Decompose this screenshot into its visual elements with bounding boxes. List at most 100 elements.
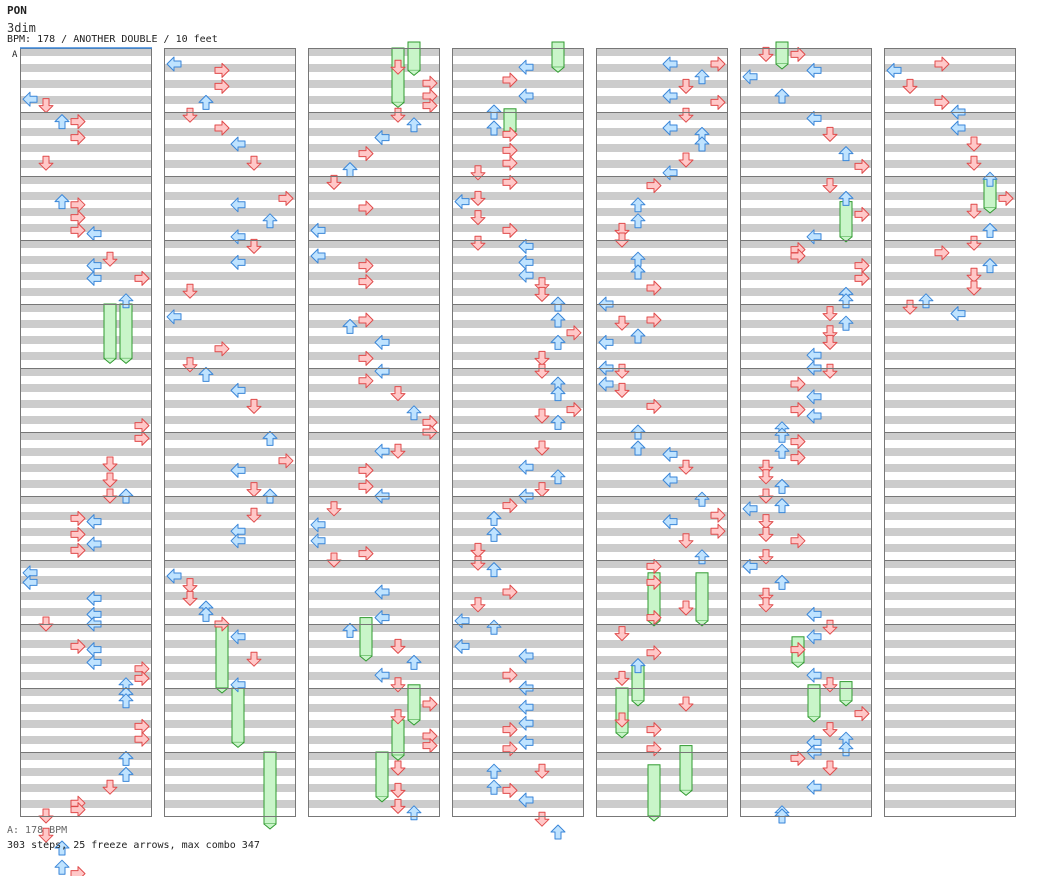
arrow-up-icon <box>118 293 134 309</box>
beat-stripe <box>884 208 1016 216</box>
arrow-right-icon <box>934 56 950 72</box>
arrow-down-icon <box>326 174 342 190</box>
beat-stripe <box>308 256 440 264</box>
arrow-right-icon <box>214 341 230 357</box>
beat-stripe <box>164 272 296 280</box>
beat-stripe <box>740 240 872 248</box>
beat-stripe <box>596 432 728 440</box>
beat-stripe <box>308 128 440 136</box>
beat-stripe <box>884 272 1016 280</box>
beat-stripe <box>596 336 728 344</box>
beat-stripe <box>20 416 152 424</box>
beat-stripe <box>596 464 728 472</box>
arrow-right-icon <box>646 398 662 414</box>
arrow-down-icon <box>38 827 54 843</box>
arrow-right-icon <box>790 434 806 450</box>
arrow-down-icon <box>966 235 982 251</box>
stats-footer: 303 steps, 25 freeze arrows, max combo 3… <box>7 840 260 851</box>
beat-stripe <box>884 736 1016 744</box>
freeze-tail <box>695 620 709 627</box>
beat-stripe <box>20 592 152 600</box>
arrow-right-icon <box>854 158 870 174</box>
beat-stripe <box>452 384 584 392</box>
measure-box <box>20 752 152 817</box>
beat-stripe <box>164 368 296 376</box>
arrow-down-icon <box>246 507 262 523</box>
freeze-arrow <box>391 719 405 756</box>
beat-stripe <box>740 96 872 104</box>
freeze-arrow <box>407 684 421 721</box>
beat-stripe <box>20 128 152 136</box>
beat-stripe <box>452 624 584 632</box>
arrow-up-icon <box>630 328 646 344</box>
measure-box <box>452 752 584 817</box>
beat-stripe <box>308 464 440 472</box>
beat-stripe <box>884 400 1016 408</box>
beat-stripe <box>884 496 1016 504</box>
beat-stripe <box>164 752 296 760</box>
beat-stripe <box>164 192 296 200</box>
beat-stripe <box>452 800 584 808</box>
beat-stripe <box>308 272 440 280</box>
arrow-left-icon <box>742 69 758 85</box>
beat-stripe <box>740 640 872 648</box>
freeze-tail <box>391 102 405 109</box>
beat-stripe <box>452 64 584 72</box>
beat-stripe <box>20 480 152 488</box>
freeze-tail <box>119 358 133 365</box>
arrow-left-icon <box>662 472 678 488</box>
arrow-down-icon <box>822 363 838 379</box>
arrow-down-icon <box>470 190 486 206</box>
beat-stripe <box>740 576 872 584</box>
beat-stripe <box>596 624 728 632</box>
arrow-left-icon <box>886 62 902 78</box>
beat-stripe <box>452 128 584 136</box>
beat-stripe <box>596 416 728 424</box>
beat-stripe <box>20 704 152 712</box>
arrow-right-icon <box>502 584 518 600</box>
beat-stripe <box>596 704 728 712</box>
arrow-left-icon <box>518 648 534 664</box>
beat-stripe <box>452 304 584 312</box>
beat-stripe <box>884 96 1016 104</box>
beat-stripe <box>452 112 584 120</box>
beat-stripe <box>20 528 152 536</box>
beat-stripe <box>164 624 296 632</box>
beat-stripe <box>452 336 584 344</box>
arrow-left-icon <box>518 459 534 475</box>
arrow-up-icon <box>550 824 566 840</box>
beat-stripe <box>740 768 872 776</box>
beat-stripe <box>596 272 728 280</box>
beat-stripe <box>164 224 296 232</box>
freeze-tail <box>615 732 629 739</box>
arrow-up-icon <box>118 766 134 782</box>
beat-stripe <box>596 720 728 728</box>
arrow-right-icon <box>422 696 438 712</box>
beat-stripe <box>740 176 872 184</box>
measure-box <box>164 752 296 817</box>
arrow-left-icon <box>806 629 822 645</box>
arrow-left-icon <box>310 517 326 533</box>
arrow-right-icon <box>134 670 150 686</box>
beat-stripe <box>20 112 152 120</box>
beat-stripe <box>308 80 440 88</box>
arrow-up-icon <box>406 405 422 421</box>
arrow-down-icon <box>246 238 262 254</box>
arrow-left-icon <box>806 389 822 405</box>
beat-stripe <box>740 432 872 440</box>
arrow-left-icon <box>310 248 326 264</box>
arrow-down-icon <box>102 456 118 472</box>
beat-stripe <box>452 496 584 504</box>
beat-stripe <box>452 640 584 648</box>
beat-stripe <box>308 352 440 360</box>
beat-stripe <box>164 176 296 184</box>
beat-stripe <box>164 656 296 664</box>
freeze-tail <box>791 662 805 669</box>
beat-stripe <box>164 384 296 392</box>
arrow-up-icon <box>486 619 502 635</box>
arrow-down-icon <box>678 152 694 168</box>
beat-stripe <box>164 304 296 312</box>
arrow-left-icon <box>374 667 390 683</box>
beat-stripe <box>308 112 440 120</box>
arrow-left-icon <box>230 136 246 152</box>
